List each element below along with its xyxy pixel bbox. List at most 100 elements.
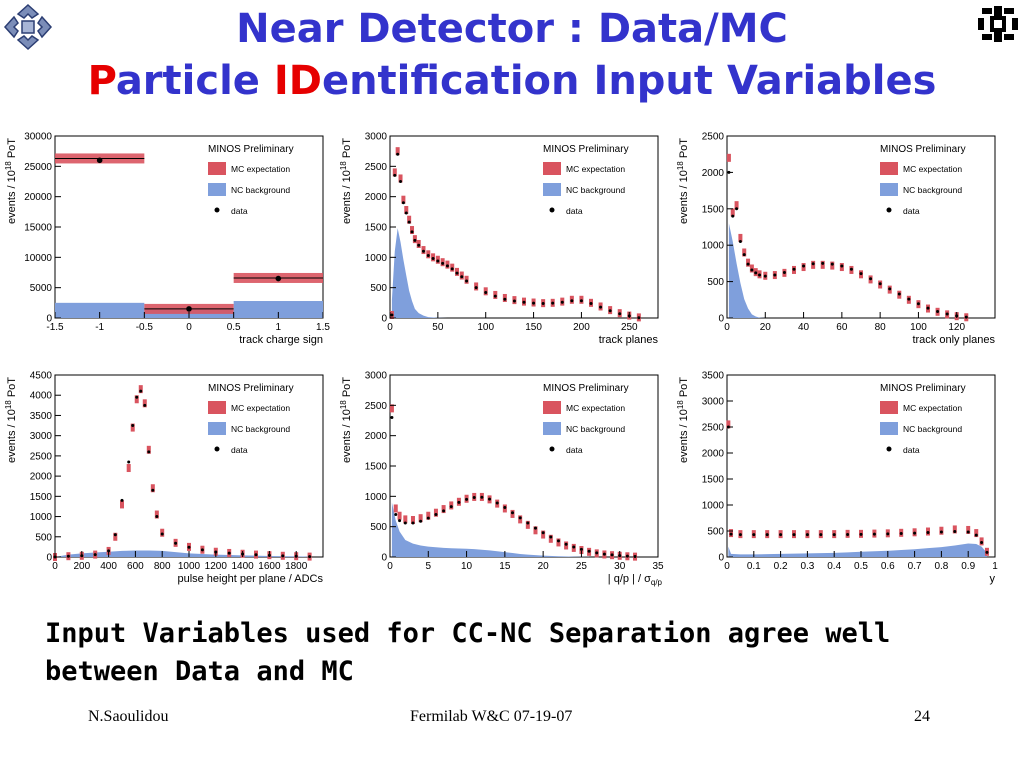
data-point: [541, 531, 545, 535]
data-point: [493, 294, 497, 298]
chart-title: MINOS Preliminary: [208, 144, 294, 155]
x-tick-label: 5: [426, 561, 432, 572]
footer-slide-number: 24: [914, 708, 930, 725]
y-tick-label: 15000: [24, 223, 52, 234]
mc-marker: [404, 206, 409, 215]
data-point: [135, 395, 139, 399]
data-point: [859, 272, 863, 276]
x-tick-label: 35: [652, 561, 664, 572]
data-point: [888, 287, 892, 291]
chart-title: MINOS Preliminary: [543, 144, 629, 155]
y-tick-label: 0: [718, 314, 724, 325]
slide-caption: Input Variables used for CC-NC Separatio…: [45, 618, 891, 687]
x-tick-label: 40: [798, 322, 810, 333]
mc-marker: [113, 532, 118, 541]
data-point: [926, 306, 930, 310]
data-point: [526, 521, 530, 525]
data-point: [227, 551, 231, 555]
mc-marker: [548, 534, 553, 543]
data-point: [819, 533, 823, 537]
legend-swatch-mc: [880, 401, 898, 414]
legend-swatch-nc: [543, 183, 561, 196]
y-tick-label: 2000: [702, 168, 725, 179]
legend-label-mc: MC expectation: [566, 164, 625, 174]
data-point: [390, 415, 394, 419]
legend-marker-data: [549, 446, 555, 452]
legend-marker-data: [214, 207, 220, 213]
x-axis-label: track only planes: [912, 334, 995, 346]
y-axis-label: events / 1018 PoT: [676, 138, 690, 224]
data-point: [431, 257, 435, 261]
mc-marker: [146, 445, 151, 454]
data-point: [413, 238, 417, 242]
data-point: [811, 262, 815, 266]
legend-swatch-mc: [208, 401, 226, 414]
data-point: [821, 261, 825, 265]
legend-label-data: data: [231, 206, 248, 216]
data-point: [872, 532, 876, 536]
data-point: [830, 262, 834, 266]
y-tick-label: 1500: [365, 462, 388, 473]
mc-marker: [525, 520, 530, 529]
mc-marker: [397, 511, 402, 520]
chart-title: MINOS Preliminary: [880, 383, 966, 394]
mc-marker: [441, 505, 446, 514]
data-point: [200, 548, 204, 552]
y-axis-label: events / 1018 PoT: [339, 377, 353, 463]
y-tick-label: 2500: [30, 451, 53, 462]
data-point: [143, 403, 147, 407]
y-tick-label: 2500: [702, 423, 725, 434]
x-tick-label: 0: [387, 322, 393, 333]
data-point: [187, 545, 191, 549]
x-tick-label: 0.9: [961, 561, 975, 572]
x-tick-label: 0: [724, 322, 730, 333]
data-point: [985, 550, 989, 554]
chart-svg: -1.5 -1 -0.5 0 0.5 1 1.5 0 5000 10000 15000 20000 25…: [4, 132, 330, 347]
x-tick-label: 0.8: [934, 561, 948, 572]
mc-marker: [410, 226, 415, 235]
data-point: [474, 286, 478, 290]
mc-marker: [726, 420, 731, 429]
x-axis-label: pulse height per plane / ADCs: [177, 573, 323, 585]
data-point: [254, 553, 258, 557]
data-point: [750, 268, 754, 272]
y-tick-label: 1500: [702, 204, 725, 215]
chart-svg: 0 5 10 15 20 25 30 35 0 500 1000 1500 2000 2500 3000 | …: [339, 371, 664, 588]
chart-title: MINOS Preliminary: [208, 383, 294, 394]
data-point: [729, 532, 733, 536]
x-tick-label: 10: [461, 561, 473, 572]
data-point: [602, 552, 606, 556]
legend-swatch-mc: [543, 162, 561, 175]
y-axis-label: events / 1018 PoT: [4, 138, 18, 224]
data-point: [966, 530, 970, 534]
data-point: [936, 309, 940, 313]
data-point: [407, 220, 411, 224]
legend-label-data: data: [903, 445, 920, 455]
mc-marker: [389, 404, 394, 413]
y-tick-label: 2500: [702, 132, 725, 143]
data-point: [465, 279, 469, 283]
data-point: [449, 505, 453, 509]
legend-swatch-nc: [880, 422, 898, 435]
nc-area: [55, 550, 310, 557]
y-axis-label: events / 1018 PoT: [676, 377, 690, 463]
data-point: [93, 553, 97, 557]
chart-track-only-planes: 0 20 40 60 80 100 120 0 500 1000 1500 2000 2500 track…: [675, 128, 1007, 356]
chart-y: 0 0.1 0.2 0.3 0.4 0.5 0.6 0.7 0.8 0.9 1 0 500 1000 150…: [675, 367, 1007, 595]
fermilab-logo-icon: [976, 4, 1020, 48]
data-point: [460, 275, 464, 279]
mc-marker: [533, 526, 538, 535]
mc-marker: [395, 147, 400, 156]
mc-marker: [134, 395, 139, 404]
data-point: [913, 531, 917, 535]
data-point: [401, 201, 405, 205]
data-point: [472, 496, 476, 500]
x-tick-label: 200: [573, 322, 590, 333]
nc-area: [728, 223, 766, 318]
x-tick-label: 1: [276, 322, 282, 333]
x-tick-label: 800: [154, 561, 171, 572]
data-point: [390, 313, 394, 317]
data-point: [897, 292, 901, 296]
data-point: [742, 253, 746, 257]
x-axis-label: y: [990, 573, 996, 585]
